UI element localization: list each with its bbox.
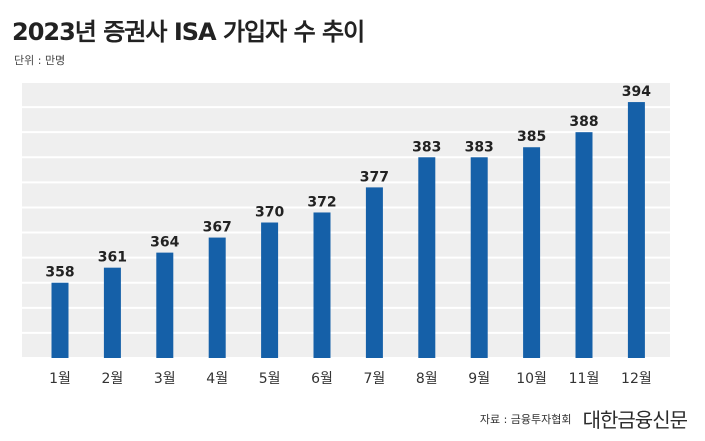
plot-background	[22, 82, 670, 358]
bar-2	[103, 267, 121, 358]
data-label: 358	[45, 265, 74, 281]
data-label: 388	[569, 114, 598, 130]
bar-3	[156, 252, 174, 358]
x-tick-label: 7월	[364, 371, 386, 387]
bar-5	[261, 222, 279, 358]
chart-title: 2023년 증권사 ISA 가입자 수 추이	[12, 18, 365, 46]
data-label: 370	[255, 205, 284, 221]
data-label: 372	[307, 194, 336, 210]
x-tick-label: 3월	[154, 371, 176, 387]
data-label: 383	[465, 139, 494, 155]
bar-12	[627, 102, 645, 358]
data-label: 385	[517, 129, 546, 145]
x-axis-labels: 1월 2월 3월 4월 5월 6월 7월 8월 9월 10월 11월 12월	[49, 371, 652, 387]
data-label: 361	[98, 250, 127, 266]
publisher-logo: 대한금융신문	[582, 408, 688, 432]
x-tick-label: 10월	[516, 371, 547, 387]
data-label: 364	[150, 235, 179, 251]
data-label: 367	[203, 220, 232, 236]
source-text: 자료 : 금융투자협회	[479, 412, 572, 426]
x-tick-label: 1월	[49, 371, 71, 387]
bar-9	[470, 157, 488, 358]
bar-6	[313, 212, 331, 358]
x-tick-label: 2월	[102, 371, 124, 387]
x-tick-label: 5월	[259, 371, 281, 387]
unit-label: 단위 : 만명	[14, 54, 66, 67]
bar-4	[208, 237, 226, 358]
bar-7	[365, 187, 383, 358]
bar-11	[575, 132, 593, 358]
data-label: 377	[360, 169, 389, 185]
bars	[51, 102, 645, 358]
data-label: 394	[622, 84, 651, 100]
data-label: 383	[412, 139, 441, 155]
x-tick-label: 6월	[311, 371, 333, 387]
footer: 자료 : 금융투자협회 대한금융신문	[479, 404, 688, 433]
data-labels: 358 361 364 367 370 372 377 383 383 385 388 394	[45, 84, 651, 281]
grid-lines	[22, 81, 670, 359]
x-tick-label: 9월	[468, 371, 490, 387]
bar-10	[523, 147, 541, 358]
bar-8	[418, 157, 436, 358]
x-tick-label: 12월	[621, 371, 652, 387]
x-tick-label: 11월	[569, 371, 600, 387]
bar-1	[51, 282, 69, 358]
x-tick-label: 8월	[416, 371, 438, 387]
x-tick-label: 4월	[206, 371, 228, 387]
